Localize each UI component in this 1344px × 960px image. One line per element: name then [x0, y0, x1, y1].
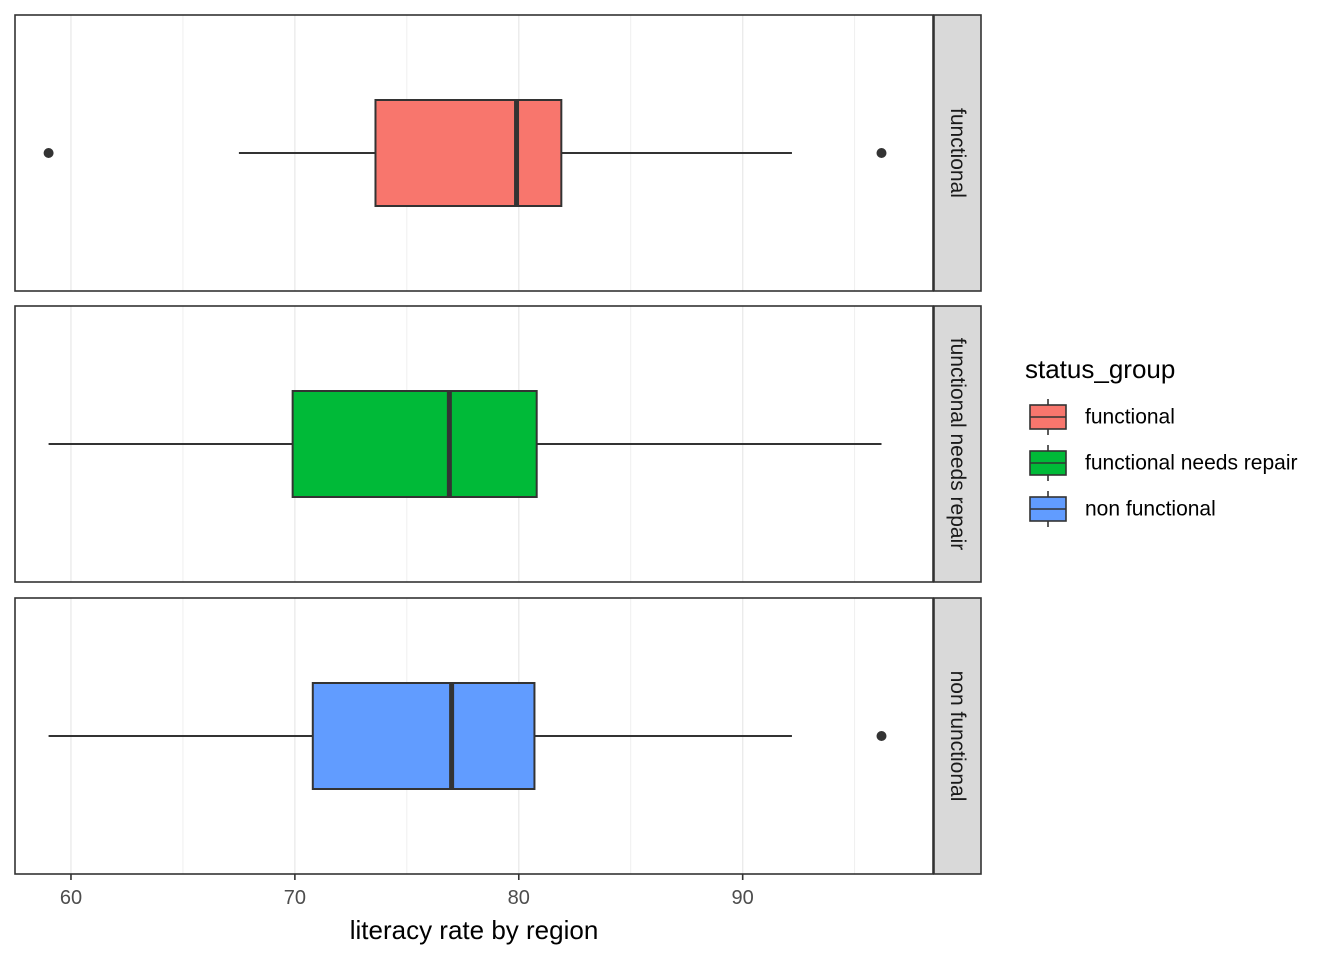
legend-label: functional — [1085, 406, 1175, 429]
facet-strip — [933, 305, 982, 583]
x-axis: 60 70 80 90 — [60, 874, 754, 909]
facet-strip — [933, 14, 982, 292]
legend-title: status_group — [1025, 354, 1175, 384]
x-tick-label: 80 — [508, 887, 530, 909]
facet-strip — [933, 597, 982, 875]
x-axis-title: literacy rate by region — [350, 915, 599, 945]
panel-border — [14, 597, 934, 875]
legend-label: functional needs repair — [1085, 452, 1297, 475]
facet-panel: non functional — [14, 597, 982, 875]
outlier-point — [876, 148, 887, 158]
legend: status_group functional functional needs … — [1025, 354, 1297, 527]
facet-strip-label: functional needs repair — [946, 338, 969, 550]
legend-label: non functional — [1085, 498, 1216, 521]
x-tick-label: 70 — [284, 887, 306, 909]
facet-strip-label: non functional — [946, 671, 969, 802]
panel-border — [14, 305, 934, 583]
legend-entry: functional needs repair — [1029, 445, 1297, 481]
x-tick-label: 90 — [732, 887, 754, 909]
box — [374, 99, 563, 207]
box — [291, 390, 538, 498]
x-tick-label: 60 — [60, 887, 82, 909]
legend-entry: non functional — [1029, 491, 1216, 527]
panel-border — [14, 14, 934, 292]
box — [311, 682, 536, 790]
legend-entry: functional — [1029, 399, 1175, 435]
facet-panel: functional — [14, 14, 982, 292]
facet-panel: functional needs repair — [14, 305, 982, 583]
outlier-point — [43, 148, 54, 158]
facet-strip-label: functional — [946, 108, 969, 198]
outlier-point — [876, 731, 887, 741]
facet-panels: functional functional needs repair non fun… — [14, 14, 982, 875]
